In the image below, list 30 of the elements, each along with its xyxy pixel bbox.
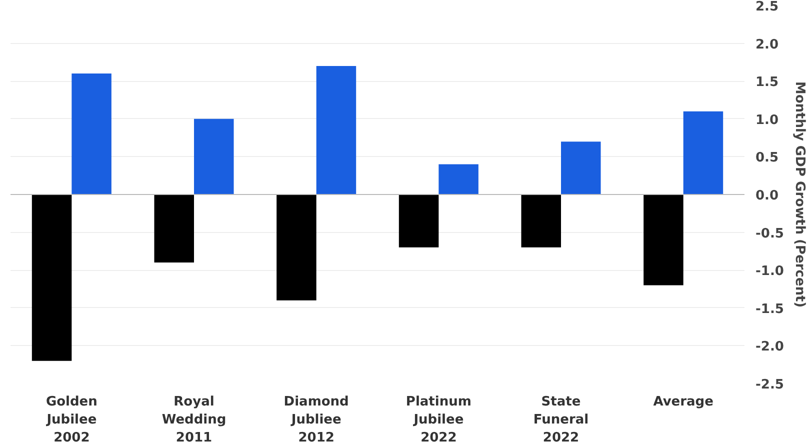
bar [276,194,316,300]
x-tick-label: State Funeral 2022 [533,394,589,446]
y-tick-label: -0.5 [756,226,784,242]
y-tick-label: 1.0 [756,112,779,128]
bar [316,66,356,194]
x-tick-label: Golden Jubilee 2002 [46,394,98,446]
bar [683,111,724,194]
x-tick-label: Average [653,394,714,410]
y-tick-label: 1.5 [756,75,779,90]
bar [194,118,234,194]
x-tick-label: Platinum Jubilee 2022 [406,394,472,446]
bar [438,164,478,194]
y-tick-label: -2.5 [756,378,784,392]
y-tick-label: -2.0 [756,340,784,355]
bar [72,74,112,194]
y-tick-label: -1.0 [756,264,784,280]
bar [154,194,194,263]
bar [521,194,561,248]
bar [561,142,601,194]
y-tick-label: 0.0 [756,188,779,204]
y-tick-label: 0.5 [756,150,779,166]
y-tick-label: 2.0 [756,37,779,52]
y-axis-title: Monthly GDP Growth (Percent) [792,81,807,308]
bar [644,194,684,286]
bar [398,194,439,248]
y-tick-label: 2.5 [756,0,779,14]
bar [32,194,72,361]
y-tick-label: -1.5 [756,302,784,317]
x-tick-label: Royal Wedding 2011 [162,394,226,446]
x-tick-label: Diamond Jubliee 2012 [284,394,349,446]
